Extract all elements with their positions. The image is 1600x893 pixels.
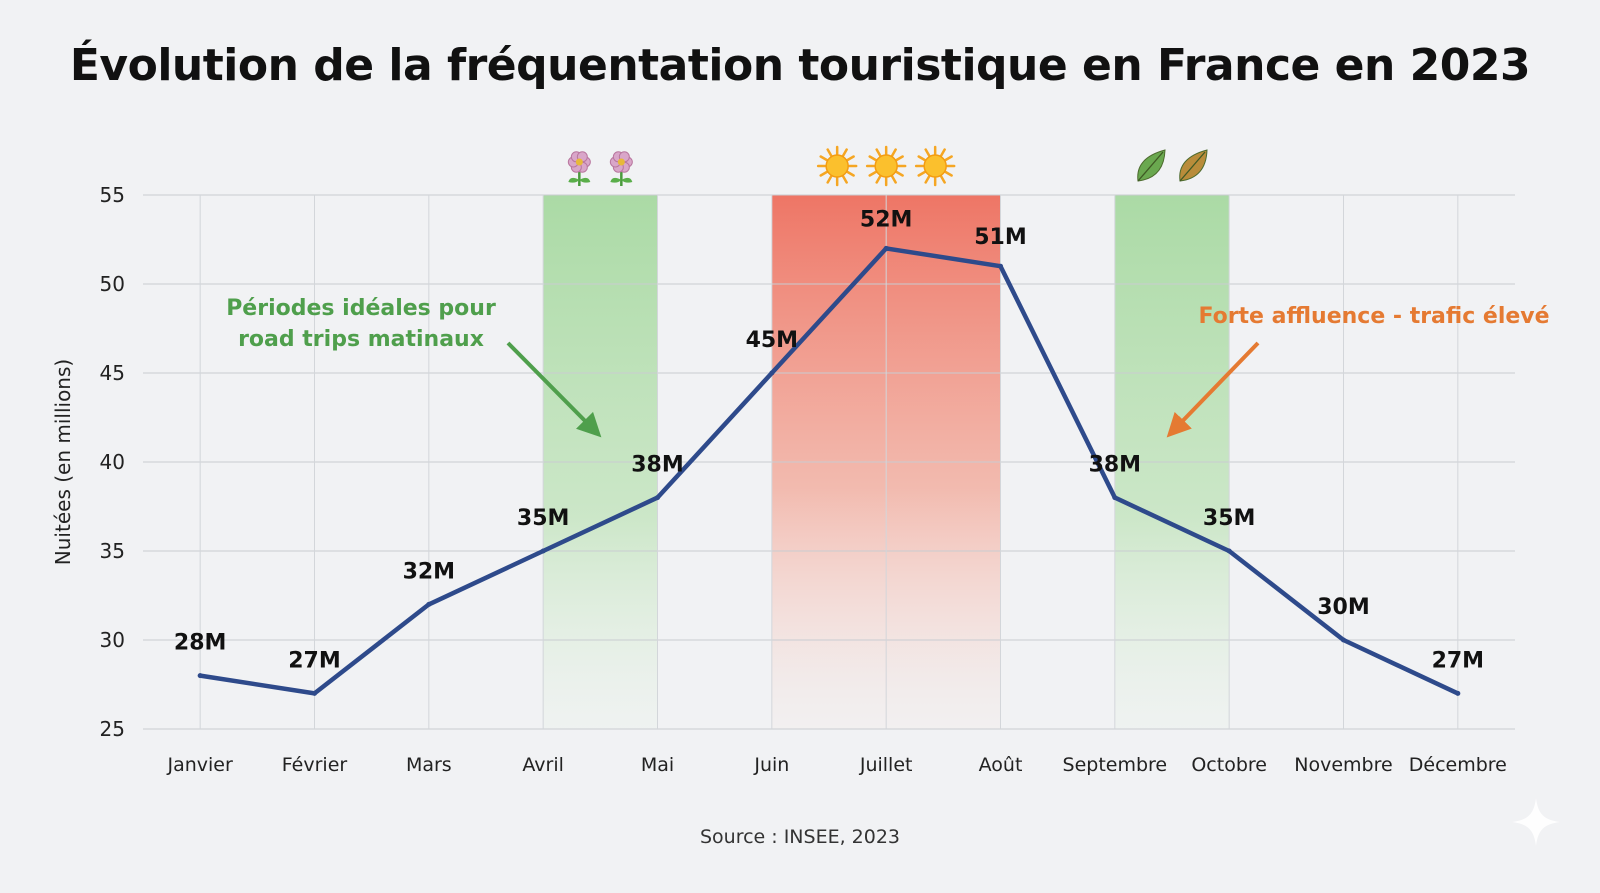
x-tick-label: Octobre [1191,754,1267,776]
x-tick-label: Juin [753,754,789,776]
sun-icon [816,145,858,187]
sun-disc [923,154,947,178]
arrow-ideal-periods [506,341,602,438]
sun-ray [944,155,953,162]
x-tick-label: Février [282,754,348,776]
flower-icon [609,151,633,186]
annotation-high-traffic: Forte affluence - trafic élevé [1198,304,1549,329]
y-tick-label: 35 [100,539,125,563]
data-label: 38M [1089,453,1142,478]
flower-leaf [579,177,591,183]
data-point [769,370,775,376]
data-point [540,548,546,554]
sun-ray [846,170,855,177]
x-tick-label: Avril [522,754,564,776]
sun-ray [846,155,855,162]
sun-ray [875,175,882,184]
y-tick-label: 45 [100,361,125,385]
sun-ray [890,148,897,157]
sun-icon [914,145,956,187]
flower-leaf [610,177,622,183]
leaf-vein [1137,151,1164,182]
sun-icon [865,145,907,187]
sun-ray [826,148,833,157]
sun-ray [875,148,882,157]
sun-disc [874,154,898,178]
data-point [1341,637,1346,643]
flower-center [575,158,583,166]
data-point [655,495,660,501]
annotation-ideal-periods: Périodes idéales pour [226,296,496,321]
sun-ray [917,155,927,162]
data-label: 38M [631,453,684,478]
leaf-icon [1137,149,1166,182]
x-tick-label: Mars [406,754,452,776]
flower-leaf [621,177,633,183]
chart-title: Évolution de la fréquentation touristiqu… [69,40,1531,91]
data-point [426,601,432,607]
data-point [312,690,317,696]
series-line [197,246,1461,696]
data-label: 32M [403,559,456,584]
arrow-high-traffic [1166,341,1260,438]
sun-ray [841,175,848,184]
y-tick-label: 30 [100,628,125,652]
x-tick-label: Décembre [1409,754,1507,776]
data-label: 52M [860,207,913,232]
data-label: 27M [288,648,341,673]
sun-ray [924,175,931,184]
data-label: 30M [1317,595,1370,620]
sun-ray [939,148,946,157]
sun-ray [895,170,904,177]
data-point [197,673,203,679]
x-tick-label: Juillet [859,754,913,776]
x-tick-label: Août [979,754,1023,776]
sun-ray [868,155,878,162]
leaf-icon [1179,149,1208,182]
y-axis-label: Nuitées (en millions) [51,359,75,565]
y-tick-label: 50 [100,272,125,296]
annotation-ideal-periods: road trips matinaux [238,327,484,352]
data-point [998,263,1003,269]
data-label: 51M [974,225,1027,250]
data-label: 35M [517,506,570,531]
sun-ray [819,155,829,162]
sun-ray [917,170,927,177]
data-label: 35M [1203,506,1256,531]
data-point [1455,690,1461,696]
y-tick-label: 40 [100,450,125,474]
data-point [1112,495,1118,501]
data-point [883,245,889,251]
x-tick-label: Janvier [167,754,234,776]
y-tick-label: 25 [100,717,125,741]
data-point [1226,548,1232,554]
flower-icon [567,151,591,186]
data-label: 28M [174,631,227,656]
sun-ray [895,155,904,162]
y-tick-label: 55 [100,183,125,207]
sparkle-icon [1512,798,1560,846]
data-label: 45M [746,328,799,353]
sun-ray [826,175,833,184]
leaf-vein [1179,151,1206,182]
sun-ray [939,175,946,184]
sun-ray [868,170,878,177]
flower-leaf [568,177,580,183]
flower-center [617,158,625,166]
x-tick-label: Novembre [1294,754,1392,776]
data-label: 27M [1432,648,1485,673]
sun-ray [944,170,953,177]
x-tick-label: Mai [641,754,674,776]
sun-disc [825,154,849,178]
x-tick-label: Septembre [1063,754,1168,776]
sun-ray [890,175,897,184]
sun-ray [924,148,931,157]
sun-ray [841,148,848,157]
source-note: Source : INSEE, 2023 [699,826,901,848]
sun-ray [819,170,829,177]
